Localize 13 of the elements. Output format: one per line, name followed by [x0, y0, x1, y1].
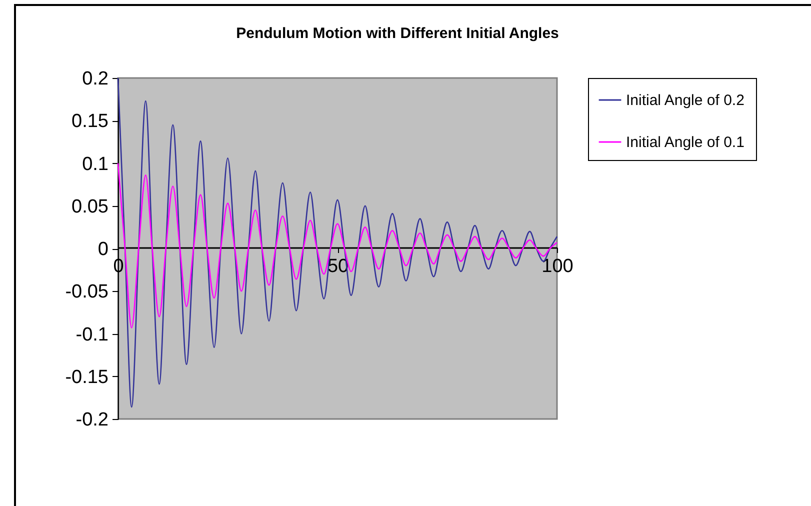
y-tick-label: -0.2: [76, 410, 108, 430]
y-tick-label: -0.05: [65, 282, 108, 303]
y-tick-label: 0.15: [72, 111, 108, 132]
y-tick-label: 0: [98, 239, 108, 260]
y-tick-label: 0.05: [72, 196, 108, 218]
y-tick-label: -0.15: [65, 366, 108, 388]
legend-label: Initial Angle of 0.1: [626, 134, 744, 151]
chart-title: Pendulum Motion with Different Initial Angles: [236, 25, 559, 42]
y-tick-label: 0.2: [82, 68, 108, 90]
legend-label: Initial Angle of 0.2: [626, 92, 744, 109]
x-tick-label: 100: [542, 256, 574, 277]
y-tick-label: -0.1: [76, 324, 108, 346]
y-tick-label: 0.1: [82, 154, 108, 175]
